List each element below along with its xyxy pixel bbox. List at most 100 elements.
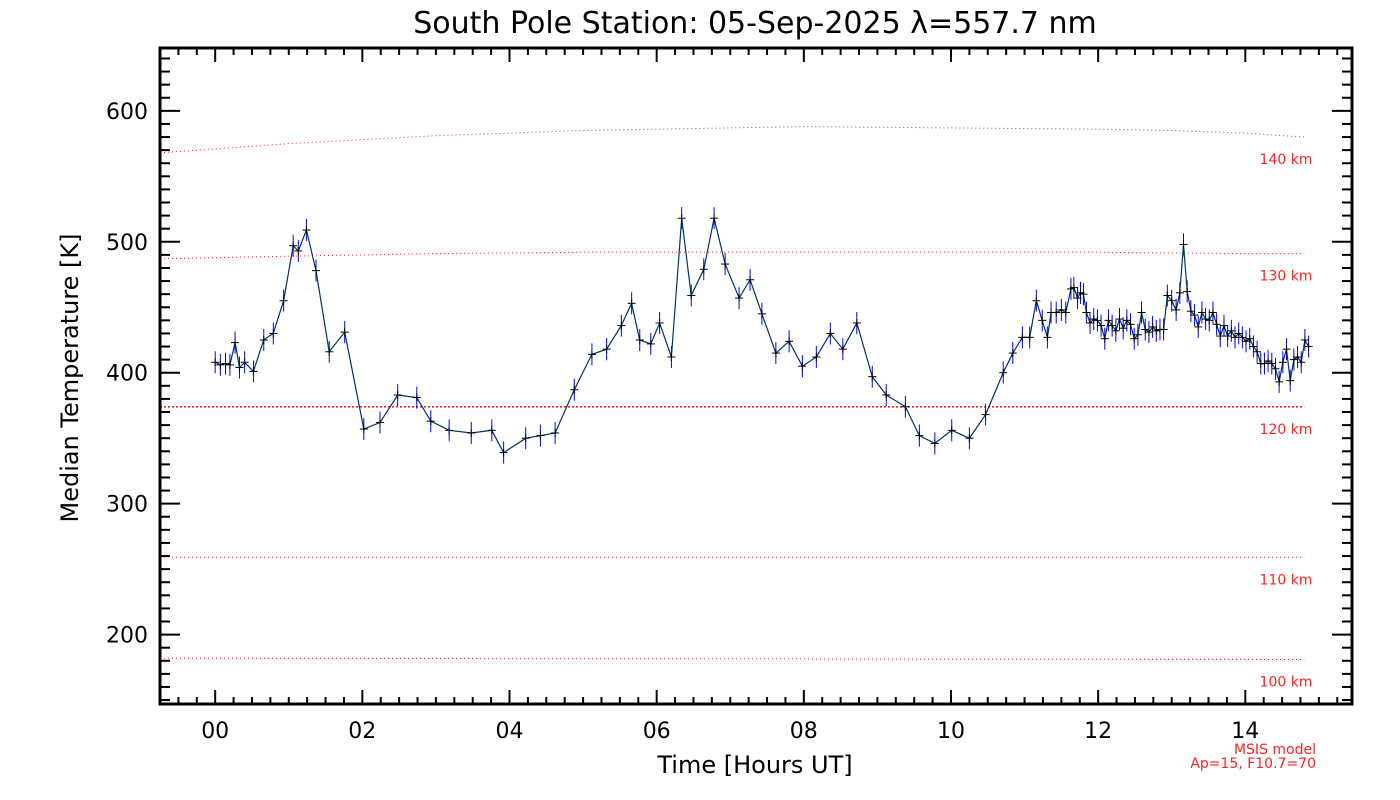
msis-level-label: 100 km — [1260, 675, 1313, 691]
data-point — [225, 360, 234, 369]
data-point — [1079, 290, 1088, 299]
data-point — [1286, 376, 1295, 385]
data-point — [677, 214, 686, 223]
data-point — [1172, 305, 1181, 314]
x-tick-label: 06 — [643, 719, 671, 744]
y-tick-label: 200 — [106, 624, 148, 649]
data-point — [1275, 377, 1284, 386]
data-point — [826, 329, 835, 338]
data-point — [655, 318, 664, 327]
data-point — [771, 349, 780, 358]
data-point — [1186, 307, 1195, 316]
data-point — [1159, 325, 1168, 334]
y-tick-label: 400 — [106, 362, 148, 387]
data-point — [1227, 326, 1236, 335]
plot-frame — [158, 46, 1354, 706]
data-point — [1057, 305, 1066, 314]
data-point — [1167, 296, 1176, 305]
data-point — [259, 335, 268, 344]
msis-params-label: Ap=15, F10.7=70 — [1190, 756, 1316, 772]
data-point — [1205, 316, 1214, 325]
data-point — [602, 345, 611, 354]
data-point — [359, 425, 368, 434]
data-point — [1183, 287, 1192, 296]
data-point — [1216, 332, 1225, 341]
data-point — [1038, 316, 1047, 325]
data-point — [868, 372, 877, 381]
data-point — [735, 294, 744, 303]
data-point — [1278, 358, 1287, 367]
msis-level-label: 140 km — [1260, 152, 1313, 168]
x-tick-label: 10 — [937, 719, 965, 744]
data-point — [1061, 308, 1070, 317]
data-point — [426, 417, 435, 426]
data-point — [412, 393, 421, 402]
x-tick-label: 12 — [1084, 719, 1112, 744]
data-point — [1111, 326, 1120, 335]
msis-curve — [159, 251, 1305, 260]
data-point — [1175, 288, 1184, 297]
data-point — [1245, 334, 1254, 343]
data-point — [1126, 320, 1135, 329]
data-point — [1008, 349, 1017, 358]
temperature-series — [211, 207, 1313, 464]
data-point — [521, 434, 530, 443]
data-point — [710, 214, 719, 223]
data-point — [1219, 321, 1228, 330]
y-tick-label: 600 — [106, 100, 148, 125]
data-point — [1104, 316, 1113, 325]
data-point — [1018, 333, 1027, 342]
data-point — [1137, 308, 1146, 317]
data-point — [294, 246, 303, 255]
data-point — [901, 402, 910, 411]
data-point — [1073, 294, 1082, 303]
data-point — [445, 426, 454, 435]
y-axis-label: Median Temperature [K] — [56, 233, 84, 522]
msis-level-label: 120 km — [1260, 422, 1313, 438]
data-point — [1297, 358, 1306, 367]
data-point — [467, 428, 476, 437]
x-tick-label: 02 — [348, 719, 376, 744]
data-point — [221, 359, 230, 368]
data-point — [882, 390, 891, 399]
data-point — [1097, 321, 1106, 330]
data-point — [1208, 308, 1217, 317]
data-point — [487, 426, 496, 435]
data-point — [1025, 333, 1034, 342]
data-point — [721, 260, 730, 269]
data-point — [1194, 322, 1203, 331]
data-point — [1234, 329, 1243, 338]
data-point — [1163, 291, 1172, 300]
data-point — [340, 328, 349, 337]
data-point — [1119, 324, 1128, 333]
data-point — [1043, 333, 1052, 342]
y-tick-label: 300 — [106, 493, 148, 518]
data-point — [1089, 315, 1098, 324]
data-point — [999, 368, 1008, 377]
data-point — [1122, 316, 1131, 325]
x-tick-label: 08 — [790, 719, 818, 744]
data-point — [812, 353, 821, 362]
data-point — [1032, 296, 1041, 305]
msis-level-label: 110 km — [1260, 572, 1313, 588]
data-point — [947, 426, 956, 435]
data-point — [231, 338, 240, 347]
x-tick-label: 00 — [201, 719, 229, 744]
series-line — [214, 218, 1310, 454]
msis-model-label: MSIS model — [1234, 742, 1316, 758]
data-point — [393, 390, 402, 399]
data-point — [1201, 315, 1210, 324]
data-point — [981, 410, 990, 419]
data-point — [1249, 342, 1258, 351]
msis-curve — [159, 657, 1305, 660]
data-point — [289, 241, 298, 250]
data-point — [930, 439, 939, 448]
data-point — [1093, 316, 1102, 325]
data-point — [1052, 308, 1061, 317]
data-point — [1267, 359, 1276, 368]
data-point — [965, 434, 974, 443]
data-point — [240, 358, 249, 367]
data-point — [1253, 347, 1262, 356]
data-point — [699, 265, 708, 274]
data-point — [667, 353, 676, 362]
